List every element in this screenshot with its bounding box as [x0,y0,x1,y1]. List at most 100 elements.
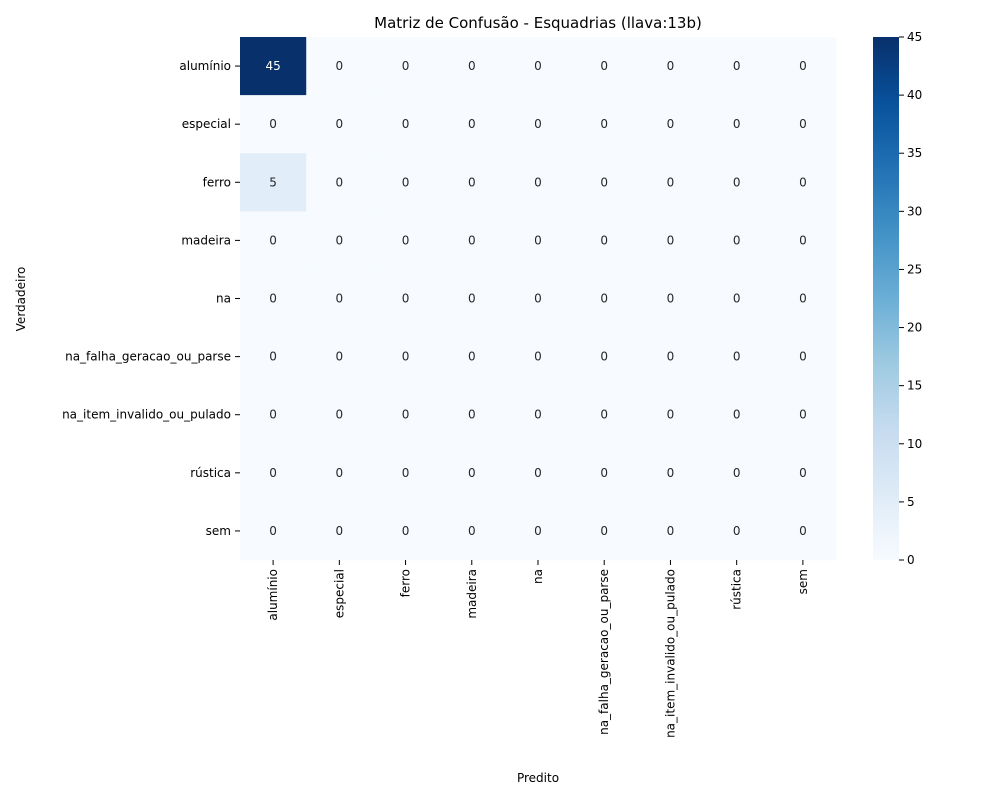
cell-value-label: 0 [468,524,476,538]
cell-value-label: 0 [600,175,608,189]
heatmap-cell [372,37,440,96]
cell-value-label: 0 [733,59,741,73]
colorbar-tick-label: 15 [907,379,922,393]
cell-value-label: 0 [269,408,277,422]
heatmap-cell [504,95,572,154]
x-tick-label: na_falha_geracao_ou_parse [597,569,611,735]
cell-value-label: 0 [336,408,344,422]
heatmap-cell [240,95,307,154]
heatmap-cell [571,443,638,503]
y-axis-label: Verdadeiro [14,267,28,332]
heatmap-cell [703,269,771,329]
heatmap-cell [637,385,705,445]
cell-value-label: 0 [336,524,344,538]
cell-value-label: 0 [600,408,608,422]
cell-value-label: 0 [269,117,277,131]
colorbar-tick-label: 35 [907,146,922,160]
cell-value-label: 0 [468,59,476,73]
cell-value-label: 0 [733,524,741,538]
cell-value-label: 0 [402,466,410,480]
cell-value-label: 0 [336,59,344,73]
cell-value-label: 0 [667,59,675,73]
y-tick-label: na [216,292,231,306]
cell-value-label: 0 [534,233,542,247]
heatmap-cell [438,327,506,387]
heatmap-cell [306,37,373,96]
heatmap-cell [438,95,506,154]
heatmap-cell [571,385,638,445]
cell-value-label: 45 [265,59,280,73]
heatmap-cell [372,95,440,154]
cell-value-label: 0 [534,350,542,364]
heatmap-cell [637,95,705,154]
cell-value-label: 0 [534,466,542,480]
heatmap-cell [703,153,771,212]
cell-value-label: 0 [667,350,675,364]
y-tick-label: madeira [181,233,231,247]
cell-value-label: 0 [468,466,476,480]
cell-value-label: 5 [269,175,277,189]
heatmap-cell [504,443,572,503]
heatmap-cell [703,385,771,445]
cell-value-label: 0 [534,292,542,306]
cell-value-label: 0 [402,408,410,422]
cell-value-label: 0 [799,117,807,131]
cell-value-label: 0 [402,175,410,189]
heatmap-cell [703,211,771,270]
colorbar-tick-label: 25 [907,262,922,276]
heatmap-cell [637,501,705,561]
cell-value-label: 0 [733,408,741,422]
heatmap-cell [306,327,373,387]
cell-value-label: 0 [733,292,741,306]
cell-value-label: 0 [468,175,476,189]
cell-value-label: 0 [667,524,675,538]
x-tick-label: na [531,569,545,584]
colorbar-tick-label: 45 [907,30,922,44]
heatmap-cell [372,269,440,329]
colorbar-tick-label: 30 [907,204,922,218]
cell-value-label: 0 [799,59,807,73]
colorbar-tick-label: 10 [907,437,922,451]
cell-value-label: 0 [534,408,542,422]
x-tick-label: na_item_invalido_ou_pulado [663,569,677,738]
cell-value-label: 0 [402,117,410,131]
x-tick-label: alumínio [266,569,280,621]
cell-value-label: 0 [799,292,807,306]
heatmap-cell [306,211,373,270]
heatmap-cell [571,153,638,212]
heatmap-cell [306,153,373,212]
heatmap-cell [438,443,506,503]
heatmap-cell [637,327,705,387]
heatmap-cell [504,269,572,329]
heatmap-cell [438,211,506,270]
heatmap-cell [571,37,638,96]
cell-value-label: 0 [468,233,476,247]
heatmap-cell [769,211,837,270]
heatmap-cell [703,37,771,96]
cell-value-label: 0 [336,350,344,364]
heatmap-cell [372,153,440,212]
heatmap-cell [637,269,705,329]
cell-value-label: 0 [269,466,277,480]
heatmap-cell [438,37,506,96]
cell-value-label: 0 [600,117,608,131]
cell-value-label: 0 [600,524,608,538]
heatmap-cell [504,153,572,212]
cell-value-label: 0 [667,233,675,247]
cell-value-label: 0 [336,117,344,131]
cell-value-label: 0 [799,466,807,480]
heatmap-cell [504,385,572,445]
heatmap-cell [637,211,705,270]
cell-value-label: 0 [269,524,277,538]
cell-value-label: 0 [468,117,476,131]
heatmap-cell [240,443,307,503]
y-axis-ticks: alumínio especial ferro madeira na na_falha_g… [62,59,240,538]
heatmap-cell [372,501,440,561]
heatmap-cell [240,327,307,387]
heatmap-cell [240,37,307,96]
heatmap-cell [306,385,373,445]
colorbar-tick-label: 40 [907,88,922,102]
heatmap-cell [571,211,638,270]
heatmap-cell [571,95,638,154]
y-tick-label: alumínio [179,59,231,73]
